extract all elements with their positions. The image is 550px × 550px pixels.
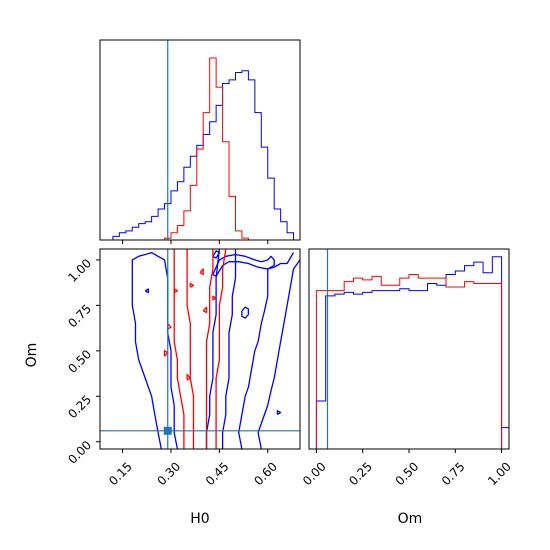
hist-om-panel: 0.00 0.25 0.50 0.75 1.00 — [300, 248, 514, 488]
contour-line-7 — [212, 250, 221, 259]
contour-plot-area — [100, 249, 300, 449]
hist-h0-series-1 — [112, 57, 294, 240]
contour-ytick-label-2: 0.50 — [65, 347, 94, 376]
contour-line-10 — [173, 249, 185, 449]
contour-line-14 — [163, 350, 169, 357]
contour-line-5 — [212, 253, 275, 277]
hist-om-series-0 — [315, 256, 503, 449]
contour-xtick-label-1: 0.30 — [155, 459, 184, 488]
contour-line-9 — [276, 410, 282, 416]
hist-h0-panel — [99, 39, 301, 244]
contour-ytick-label-1: 0.25 — [65, 392, 94, 421]
truth-marker — [163, 426, 172, 435]
contour-line-17 — [189, 282, 195, 288]
contour-line-6 — [241, 306, 250, 319]
contour-panel: 0.15 0.30 0.45 0.60 0.00 0.25 0.50 0.75 1.00 — [65, 248, 301, 488]
contour-line-18 — [199, 268, 204, 276]
hist-h0-frame — [99, 39, 301, 241]
contour-line-1 — [221, 249, 237, 449]
contour-xtick-label-2: 0.45 — [203, 459, 232, 488]
contour-xtick-label-0: 0.15 — [106, 459, 135, 488]
contour-line-3 — [257, 259, 300, 449]
hist-om-xtick-label-2: 0.50 — [393, 459, 422, 488]
contour-ytick-label-3: 0.75 — [65, 302, 94, 331]
hist-h0-series-0 — [112, 70, 295, 240]
contour-ytick-label-0: 0.00 — [65, 438, 94, 467]
hist-om-plot-area — [315, 249, 509, 449]
hist-om-xtick-label-3: 0.75 — [439, 459, 468, 488]
contour-line-13 — [215, 249, 227, 449]
hist-om-xtick-label-1: 0.25 — [346, 459, 375, 488]
contour-ytick-label-4: 1.00 — [65, 256, 94, 285]
contour-frame — [99, 248, 301, 450]
x-axis-label-om: Om — [398, 511, 423, 527]
contour-line-2 — [238, 252, 295, 449]
hist-om-xtick-label-4: 1.00 — [485, 459, 514, 488]
contour-line-11 — [186, 249, 195, 449]
hist-om-series-1 — [315, 274, 503, 449]
contour-line-12 — [205, 249, 214, 449]
contour-line-19 — [186, 373, 191, 381]
y-axis-label-om: Om — [24, 343, 40, 368]
x-axis-label-h0: H0 — [190, 511, 209, 527]
hist-om-frame — [308, 248, 510, 450]
contour-line-20 — [212, 295, 217, 301]
contour-xtick-label-3: 0.60 — [251, 459, 280, 488]
contour-line-8 — [144, 288, 150, 294]
contour-line-16 — [173, 288, 179, 294]
contour-line-21 — [202, 306, 208, 314]
contour-line-0 — [205, 249, 221, 449]
contour-line-4 — [131, 251, 179, 449]
hist-om-xtick-label-0: 0.00 — [300, 459, 329, 488]
hist-h0-plot-area — [112, 40, 295, 240]
